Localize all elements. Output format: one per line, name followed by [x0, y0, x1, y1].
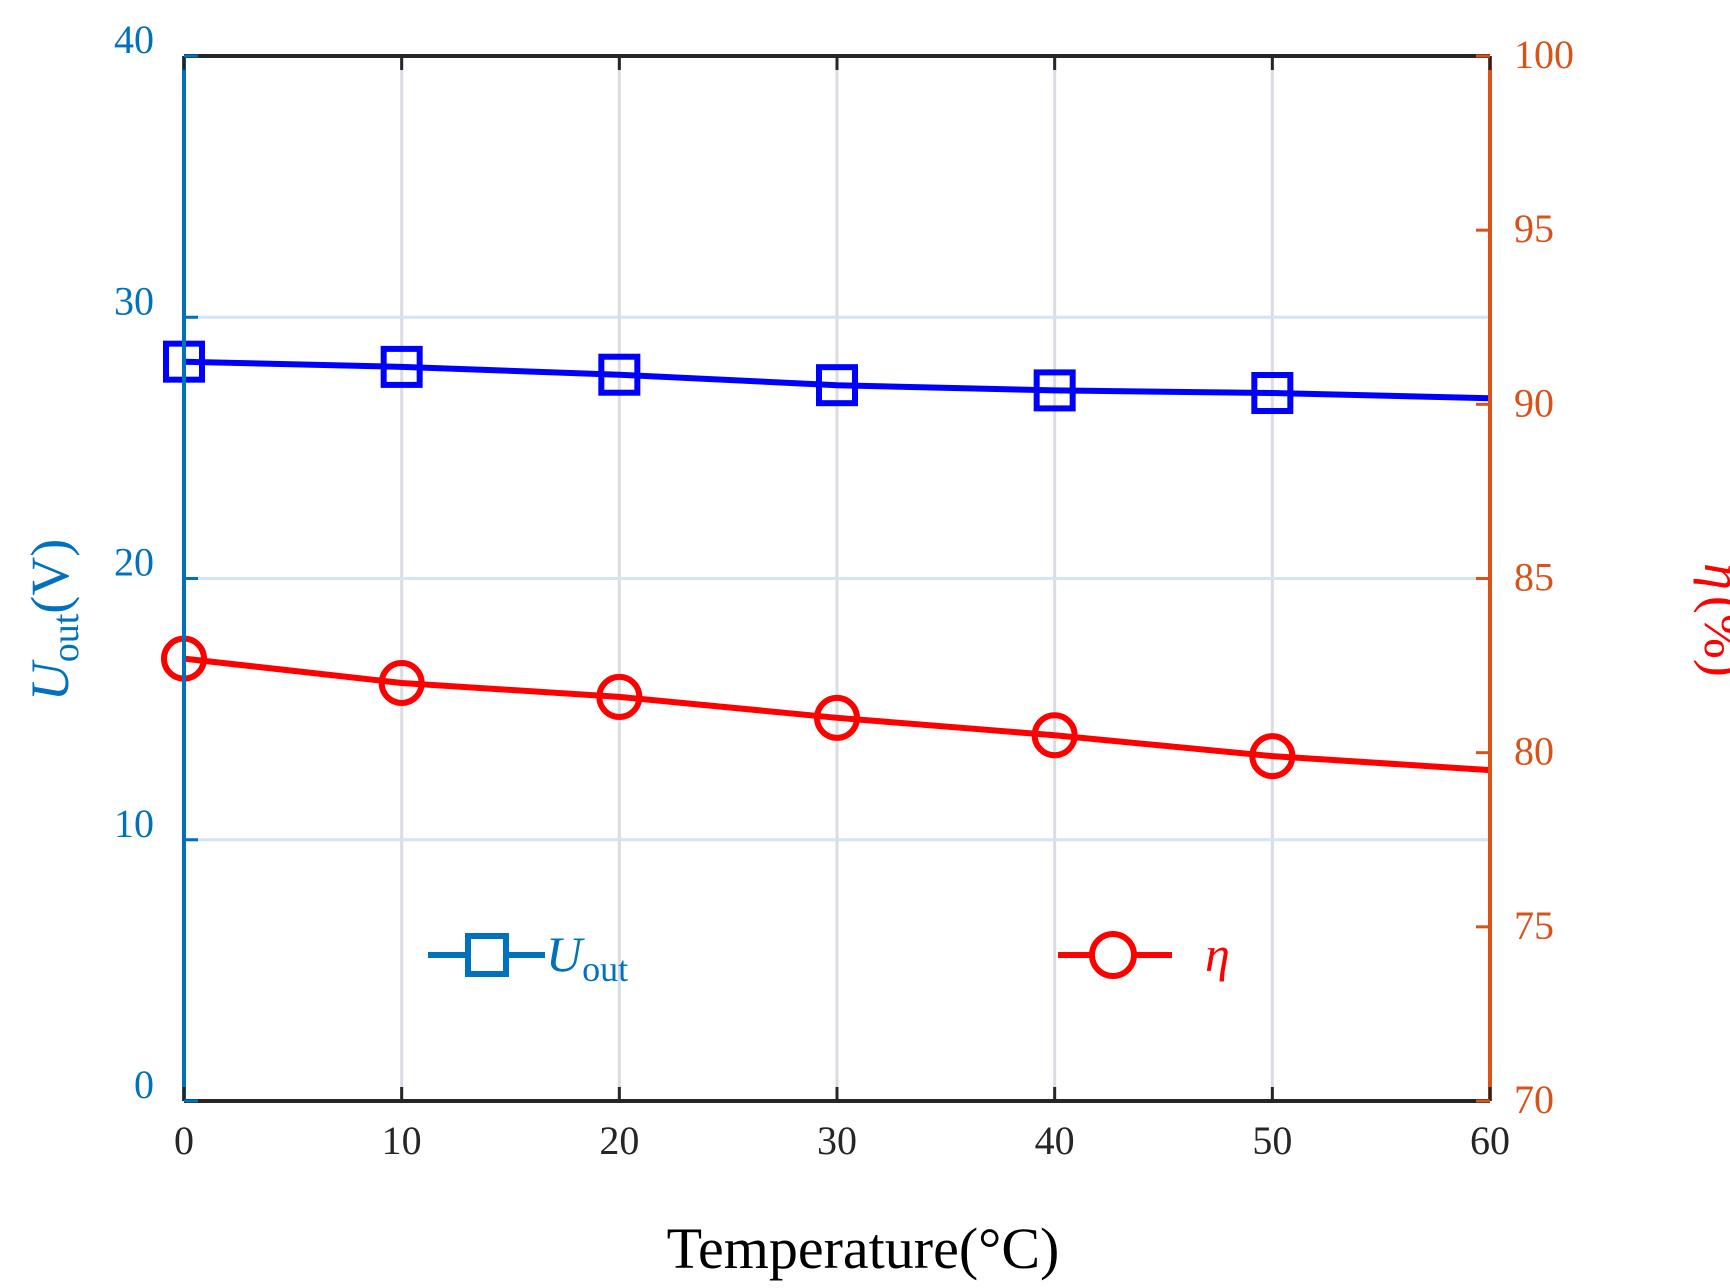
y-right-label-main: η [1693, 563, 1730, 590]
y-left-label-unit: (V) [20, 539, 80, 614]
y-right-tick-label: 80 [1514, 729, 1554, 774]
y-right-tick-label: 85 [1514, 555, 1554, 600]
y-right-tick-label: 75 [1514, 903, 1554, 948]
legend-layer: Uout η [428, 926, 1230, 989]
legend-label-uout: Uout [546, 926, 628, 989]
legend-label-uout-main: U [546, 926, 585, 982]
x-axis-label: Temperature(°C) [667, 1216, 1060, 1281]
y-right-tick-label: 95 [1514, 206, 1554, 251]
y-right-tick-label: 70 [1514, 1077, 1554, 1122]
x-tick-label: 10 [382, 1118, 422, 1163]
y-right-label-unit: (%) [1693, 596, 1730, 677]
y-left-tick-label: 30 [114, 278, 154, 323]
legend-marker-uout [465, 933, 509, 977]
y-left-label-main: U [20, 659, 80, 701]
y-left-tick-label: 0 [134, 1062, 154, 1107]
series-layer [161, 340, 1491, 780]
y-left-tick-label: 40 [114, 17, 154, 62]
x-tick-label: 40 [1035, 1118, 1075, 1163]
data-point-eta [1031, 712, 1078, 759]
y-left-axis-label: Uout(V) [20, 539, 87, 702]
data-point-uout [816, 364, 858, 407]
data-point-eta [596, 673, 643, 720]
series-line-uout [183, 358, 1491, 402]
x-tick-label: 50 [1252, 1118, 1292, 1163]
data-point-eta [814, 694, 860, 741]
y-left-tick-label: 10 [114, 801, 154, 846]
x-tick-label: 60 [1470, 1118, 1510, 1163]
legend-marker-eta [1089, 931, 1137, 979]
grid-layer [184, 56, 1490, 1101]
data-point-eta [1249, 733, 1296, 780]
data-point-uout [598, 353, 641, 396]
y-right-tick-label: 90 [1514, 380, 1554, 425]
y-right-tick-label: 100 [1514, 32, 1574, 77]
x-tick-label: 0 [174, 1118, 194, 1163]
legend-label-eta: η [1205, 926, 1230, 982]
y-left-tick-label: 20 [114, 540, 154, 585]
data-point-uout [1251, 372, 1294, 415]
y-left-label-sub: out [45, 613, 87, 662]
data-point-uout [1033, 369, 1076, 412]
axes-layer: 0 10 20 30 40 50 60 0 10 20 30 40 70 75 80 85 90 95 100 [114, 17, 1574, 1163]
y-right-axis-label: η (%) [1693, 563, 1730, 677]
x-tick-label: 30 [817, 1118, 857, 1163]
data-point-uout [380, 345, 423, 388]
series-line-eta [183, 655, 1491, 774]
x-tick-label: 20 [599, 1118, 639, 1163]
legend-label-uout-sub: out [582, 949, 628, 989]
data-point-eta [378, 660, 425, 706]
